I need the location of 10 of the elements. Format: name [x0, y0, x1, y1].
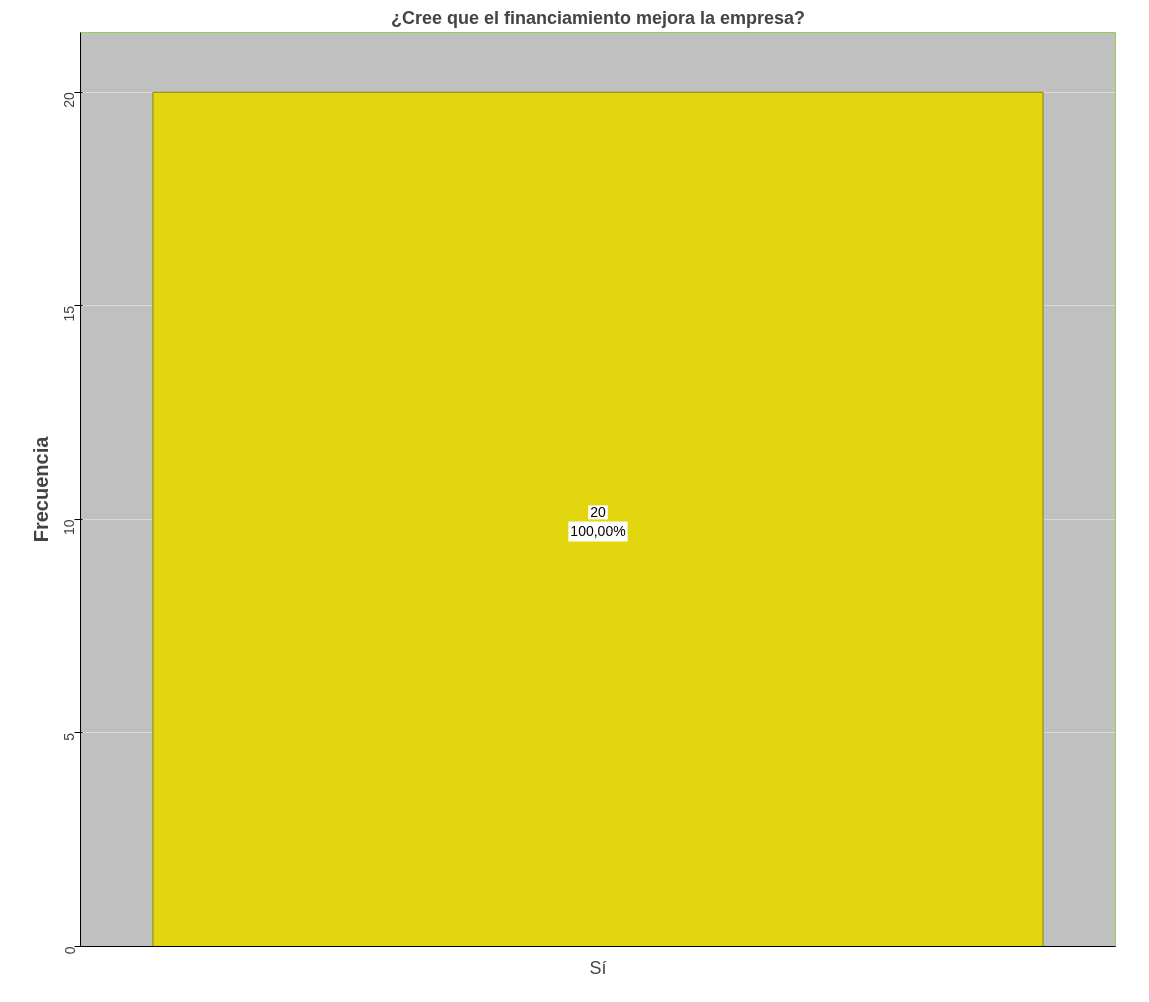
annotation: 100,00%: [570, 523, 626, 540]
chart-title: ¿Cree que el financiamiento mejora la empresa?: [390, 7, 806, 28]
y-axis-title: Frecuencia: [29, 435, 52, 543]
y-tick-label: 20: [61, 92, 78, 108]
y-tick-label: 15: [61, 305, 78, 322]
y-tick-label: 5: [61, 732, 78, 741]
data-label: 20: [590, 504, 606, 521]
y-tick-label: 0: [61, 946, 78, 955]
x-tick-label: Sí: [589, 957, 607, 978]
y-tick-label: 10: [61, 519, 78, 535]
